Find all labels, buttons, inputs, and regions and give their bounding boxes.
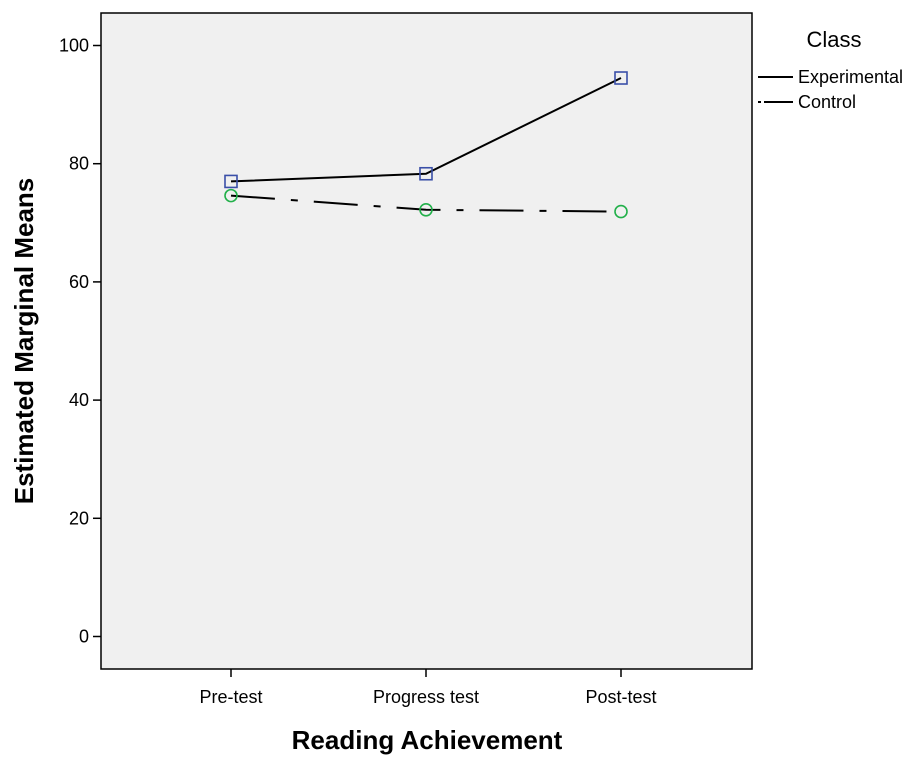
x-tick-label: Post-test: [585, 687, 656, 707]
y-tick-label: 100: [59, 36, 89, 56]
data-point-circle: [224, 188, 238, 203]
y-tick-label: 40: [69, 390, 89, 410]
y-tick-label: 80: [69, 154, 89, 174]
y-axis-title: Estimated Marginal Means: [9, 178, 39, 505]
series-line: [230, 77, 622, 183]
x-axis-title: Reading Achievement: [292, 725, 563, 755]
series-layer: [224, 71, 628, 219]
data-point-square: [224, 174, 238, 189]
plot-area: [100, 12, 753, 670]
data-point-square: [614, 71, 628, 85]
data-point-circle: [419, 203, 433, 217]
legend: Class Experimental Control: [758, 27, 903, 112]
data-point-circle: [614, 204, 628, 219]
series-experimental: [224, 71, 628, 189]
legend-label: Experimental: [798, 67, 903, 87]
y-axis: 0 20 40 60 80 100: [59, 36, 101, 646]
data-point-square: [419, 166, 433, 181]
legend-title: Class: [806, 27, 861, 52]
series-control: [224, 188, 628, 219]
x-tick-label: Pre-test: [199, 687, 262, 707]
x-tick-label: Progress test: [373, 687, 479, 707]
x-axis: Pre-test Progress test Post-test: [199, 669, 657, 707]
y-tick-label: 60: [69, 272, 89, 292]
legend-label: Control: [798, 92, 856, 112]
series-line: [230, 194, 622, 213]
y-tick-label: 0: [79, 626, 89, 646]
y-tick-label: 20: [69, 508, 89, 528]
